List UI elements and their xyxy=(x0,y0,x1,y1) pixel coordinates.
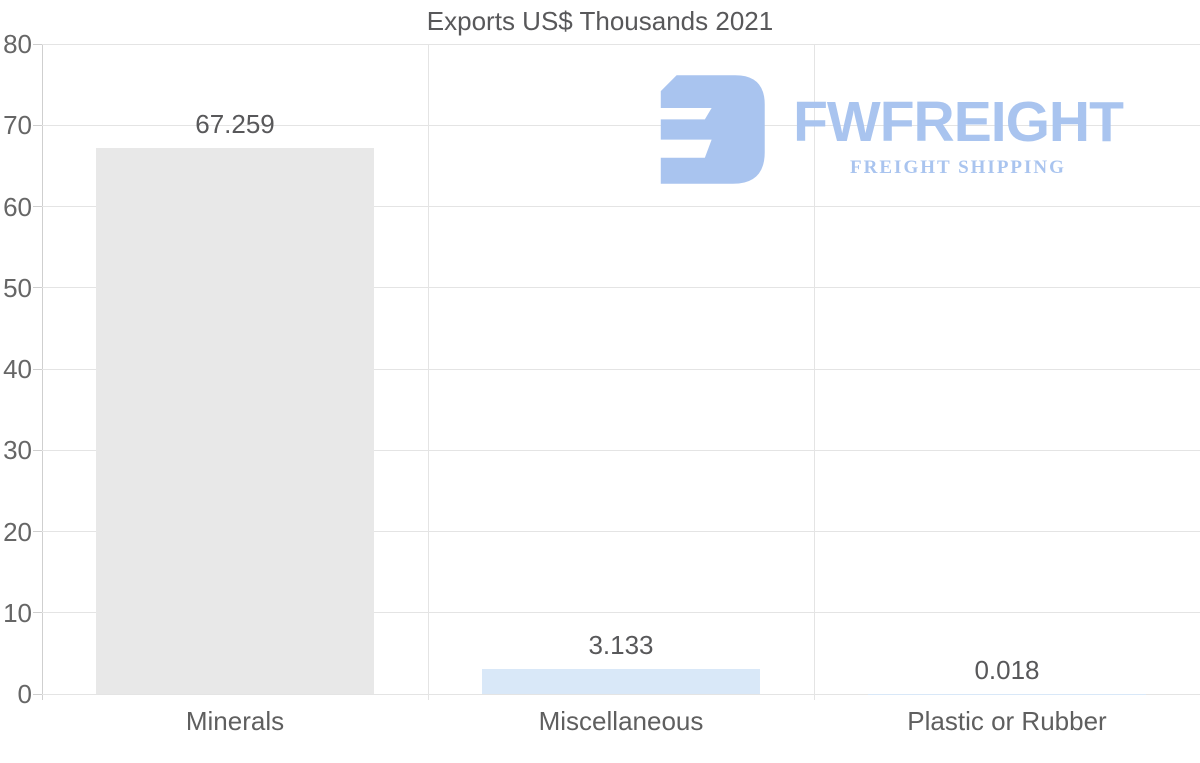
y-tick-mark xyxy=(33,124,42,126)
y-tick-mark xyxy=(33,43,42,45)
h-gridline xyxy=(42,693,1200,695)
category-section: 67.259 xyxy=(42,44,428,694)
v-gridline xyxy=(814,44,815,700)
y-tick-label: 10 xyxy=(3,597,32,628)
brand-watermark: FWFREIGHT FREIGHT SHIPPING xyxy=(653,73,1153,188)
category-section: 3.133 xyxy=(428,44,814,700)
h-gridline xyxy=(42,206,1200,207)
value-label: 67.259 xyxy=(195,108,275,139)
y-tick-mark xyxy=(33,206,42,207)
chart-title: Exports US$ Thousands 2021 xyxy=(426,6,774,36)
y-tick-label: 20 xyxy=(3,516,32,547)
h-gridline xyxy=(42,124,1200,126)
y-tick-mark xyxy=(33,693,42,695)
y-tick-label: 70 xyxy=(3,110,32,141)
category-label: Minerals xyxy=(185,706,285,736)
y-axis-line xyxy=(42,44,43,700)
y-tick-label: 0 xyxy=(17,679,32,709)
y-tick-label: 60 xyxy=(3,191,32,222)
bar-minerals xyxy=(96,147,374,694)
y-tick-mark xyxy=(33,287,42,289)
y-tick-label: 40 xyxy=(3,354,32,384)
value-label: 3.133 xyxy=(588,629,654,660)
category-label: Plastic or Rubber xyxy=(907,706,1107,736)
plot-area: 67.259 3.133 0.018 xyxy=(42,43,1200,700)
y-tick-mark xyxy=(33,368,42,370)
h-gridline xyxy=(42,531,1200,532)
y-tick-mark xyxy=(33,531,42,532)
category-label: Miscellaneous xyxy=(538,706,704,736)
h-gridline xyxy=(42,368,1200,370)
h-gridline xyxy=(42,287,1200,289)
h-gridline xyxy=(42,43,1200,45)
category-section: 0.018 xyxy=(814,44,1200,700)
y-tick-mark xyxy=(33,449,42,451)
y-tick-label: 30 xyxy=(3,435,32,466)
brand-name: FWFREIGHT xyxy=(793,90,1124,154)
y-tick-label: 50 xyxy=(3,272,32,303)
v-gridline xyxy=(428,44,429,700)
brand-tagline: FREIGHT SHIPPING xyxy=(850,157,1066,178)
y-tick-mark xyxy=(33,612,42,614)
y-tick-label: 80 xyxy=(3,29,32,59)
value-label: 0.018 xyxy=(974,654,1040,685)
h-gridline xyxy=(42,449,1200,451)
bar-miscellaneous xyxy=(482,668,760,694)
fwfreight-logo-icon xyxy=(660,75,765,184)
h-gridline xyxy=(42,612,1200,614)
